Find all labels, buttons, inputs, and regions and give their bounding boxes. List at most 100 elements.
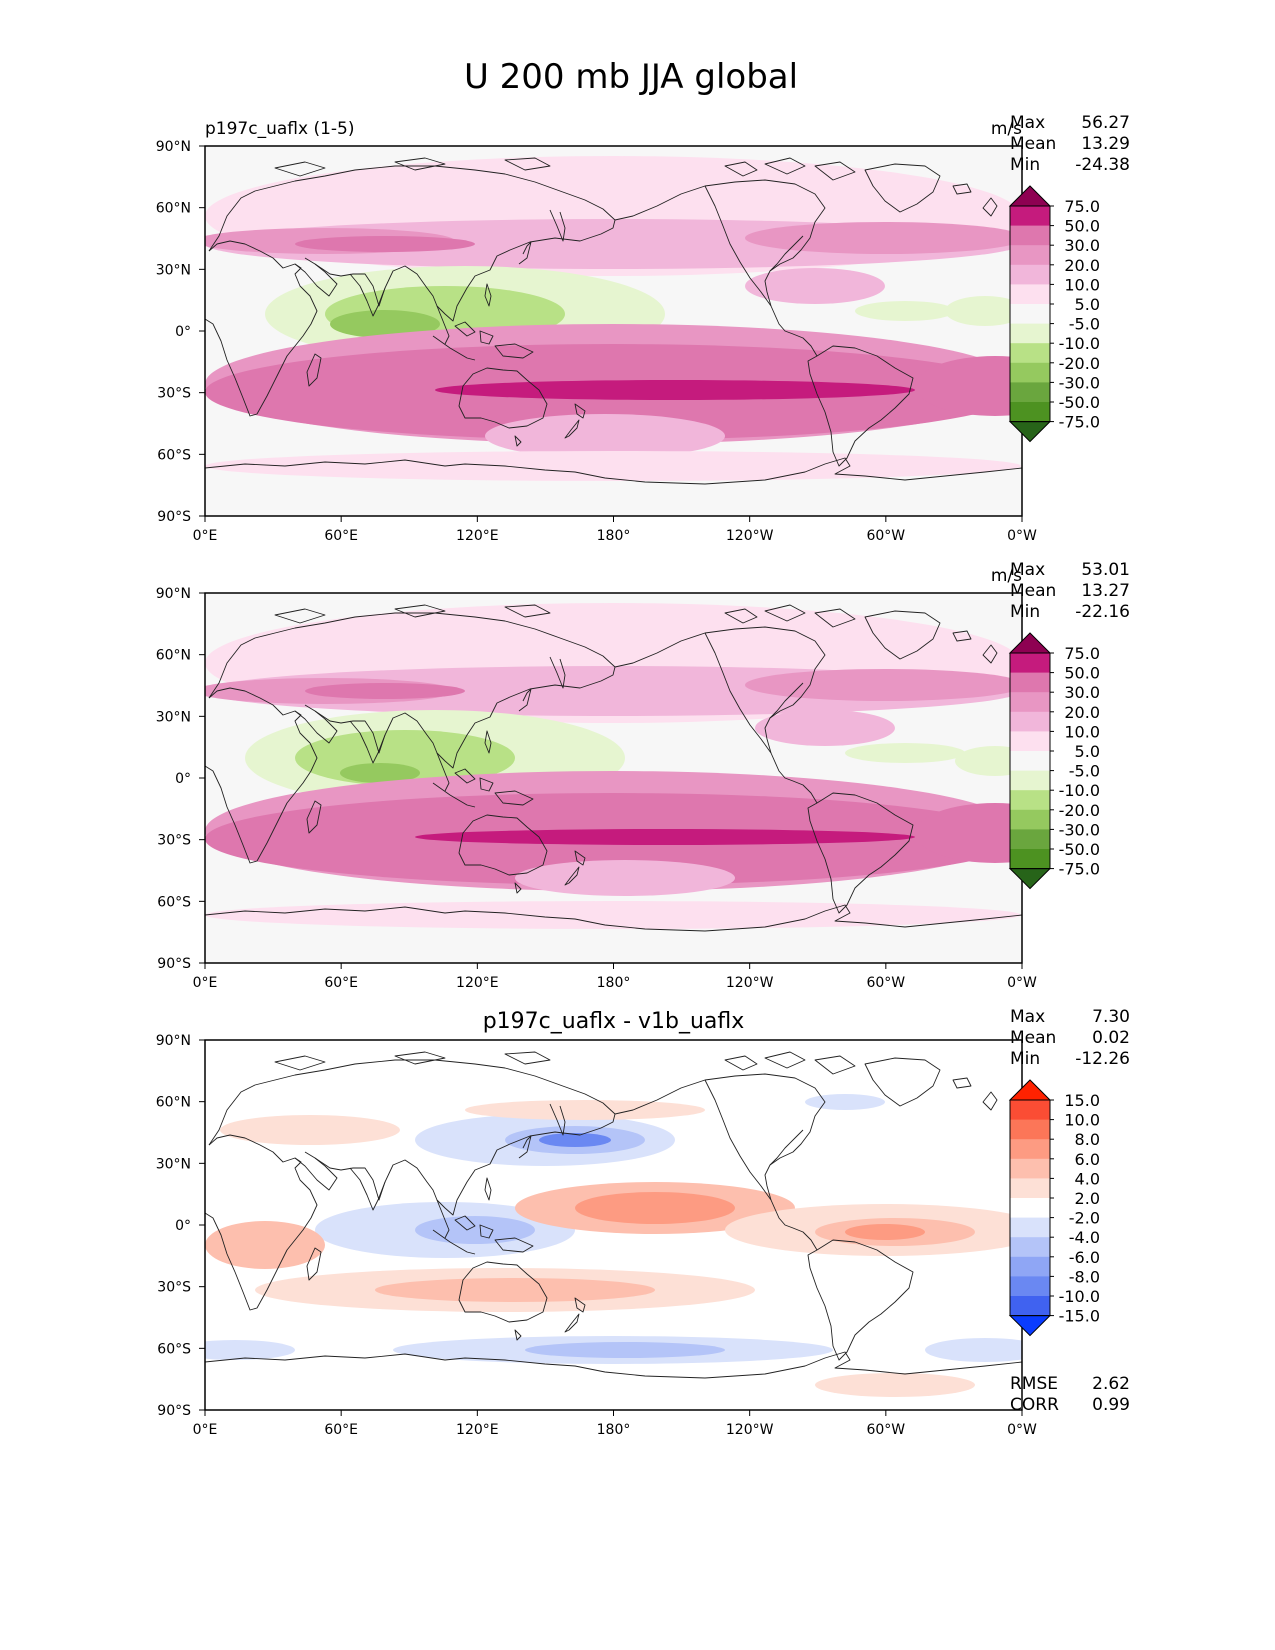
colorbar-segment xyxy=(1010,1100,1050,1120)
lat-tick-label: 90°S xyxy=(157,1403,191,1419)
colorbar-frame xyxy=(1009,1099,1051,1317)
colorbar-tick-label: -10.0 xyxy=(1059,1287,1100,1306)
lon-tick-label: 60°E xyxy=(324,528,358,544)
stat-label: Max xyxy=(1010,560,1045,580)
colorbar-segment xyxy=(1010,672,1050,693)
colorbar-segment xyxy=(1010,829,1050,850)
lon-tick-label: 120°E xyxy=(456,528,499,544)
lat-tick-label: 90°N xyxy=(156,139,191,155)
contour-region xyxy=(745,222,1022,254)
lon-tick-label: 60°W xyxy=(866,528,905,544)
colorbar-segment xyxy=(1010,362,1050,383)
contour-region xyxy=(465,1100,705,1120)
contour-region xyxy=(220,1115,400,1145)
lon-tick-label: 180° xyxy=(597,975,631,991)
map-field xyxy=(205,146,1022,516)
colorbar-tick-label: -10.0 xyxy=(1059,781,1100,800)
lon-tick-label: 180° xyxy=(597,528,631,544)
colorbar-segment xyxy=(1010,382,1050,403)
stat-value: -22.16 xyxy=(1075,602,1130,622)
lat-tick-label: 60°N xyxy=(156,1095,191,1111)
stat-value: 13.29 xyxy=(1081,134,1130,154)
panel-title-center: p197c_uaflx - v1b_uaflx xyxy=(483,1009,745,1034)
lon-tick-label: 0°W xyxy=(1007,1422,1037,1438)
colorbar-tick-label: 75.0 xyxy=(1064,197,1100,216)
colorbar-segment xyxy=(1010,692,1050,713)
colorbar-segment xyxy=(1010,653,1050,673)
colorbar-segment xyxy=(1010,225,1050,246)
contour-region xyxy=(340,763,420,783)
lat-tick-label: 30°N xyxy=(156,262,191,278)
colorbar-segment xyxy=(1010,402,1050,422)
contour-region xyxy=(805,1094,885,1110)
contour-region xyxy=(205,901,1021,929)
contour-region xyxy=(955,746,1022,776)
footer-value: 0.99 xyxy=(1092,1395,1130,1415)
colorbar-tick-label: -20.0 xyxy=(1059,801,1100,820)
colorbar-segment xyxy=(1010,1256,1050,1277)
colorbar-segment xyxy=(1010,790,1050,811)
lat-tick-label: 30°S xyxy=(157,386,191,402)
colorbar-segment xyxy=(1010,304,1050,324)
stat-value: -24.38 xyxy=(1075,155,1130,175)
contour-region xyxy=(745,669,1022,701)
contour-region xyxy=(925,1338,1022,1362)
footer-value: 2.62 xyxy=(1092,1374,1130,1394)
colorbar-tick-label: -2.0 xyxy=(1069,1209,1100,1228)
lat-tick-label: 60°N xyxy=(156,648,191,664)
panel-units: m/s xyxy=(991,119,1022,139)
colorbar-segment xyxy=(1010,731,1050,752)
colorbar-tick-label: 6.0 xyxy=(1075,1150,1100,1169)
lat-tick-label: 30°N xyxy=(156,1156,191,1172)
stat-value: 53.01 xyxy=(1081,560,1130,580)
lat-tick-label: 90°N xyxy=(156,586,191,602)
lat-tick-label: 60°S xyxy=(157,894,191,910)
footer-label: RMSE xyxy=(1010,1374,1058,1394)
colorbar-tick-label: -8.0 xyxy=(1069,1267,1100,1286)
lon-tick-label: 60°E xyxy=(324,975,358,991)
colorbar-segment xyxy=(1010,770,1050,791)
lon-tick-label: 120°W xyxy=(726,528,774,544)
contour-region xyxy=(745,268,885,304)
contour-region xyxy=(845,743,965,763)
lat-tick-label: 60°S xyxy=(157,447,191,463)
stat-label: Min xyxy=(1010,155,1040,175)
stat-label: Min xyxy=(1010,602,1040,622)
colorbar-tick-label: -6.0 xyxy=(1069,1248,1100,1267)
colorbar-tick-label: -30.0 xyxy=(1059,820,1100,839)
colorbar-frame xyxy=(1009,205,1051,423)
map-panel: 90°N 60°N 30°N 0° 30°S 60°S 90°S0°E 60°E 120°E 18… xyxy=(156,1007,1130,1438)
lat-tick-label: 60°N xyxy=(156,201,191,217)
contour-region xyxy=(539,1133,611,1147)
stat-value: 7.30 xyxy=(1092,1007,1130,1027)
colorbar-tick-label: -50.0 xyxy=(1059,840,1100,859)
stat-value: 13.27 xyxy=(1081,581,1130,601)
contour-region xyxy=(415,829,915,845)
contour-region xyxy=(855,301,955,321)
lat-tick-label: 60°S xyxy=(157,1341,191,1357)
contour-region xyxy=(205,451,1021,481)
colorbar-tick-label: 30.0 xyxy=(1064,236,1100,255)
contour-region xyxy=(375,1278,655,1302)
colorbar-segment xyxy=(1010,245,1050,266)
lon-tick-label: 120°W xyxy=(726,975,774,991)
colorbar-segment xyxy=(1010,849,1050,869)
lon-tick-label: 0°W xyxy=(1007,975,1037,991)
colorbar-segment xyxy=(1010,1158,1050,1179)
colorbar-tick-label: 5.0 xyxy=(1075,742,1100,761)
colorbar-segment xyxy=(1010,1276,1050,1297)
contour-region xyxy=(305,683,465,699)
colorbar-tick-label: -15.0 xyxy=(1059,1307,1100,1326)
map-panel: 90°N 60°N 30°N 0° 30°S 60°S 90°S0°E 60°E 120°E 18… xyxy=(156,113,1130,544)
contour-region xyxy=(435,380,915,400)
colorbar-segment xyxy=(1010,1296,1050,1316)
colorbar-segment xyxy=(1010,1237,1050,1258)
contour-region xyxy=(915,803,1022,863)
contour-region xyxy=(515,860,735,896)
contour-region xyxy=(525,1342,725,1358)
colorbar-segment xyxy=(1010,343,1050,364)
colorbar-tick-label: 10.0 xyxy=(1064,275,1100,294)
colorbar-segment xyxy=(1010,751,1050,771)
contour-region xyxy=(815,1373,975,1397)
